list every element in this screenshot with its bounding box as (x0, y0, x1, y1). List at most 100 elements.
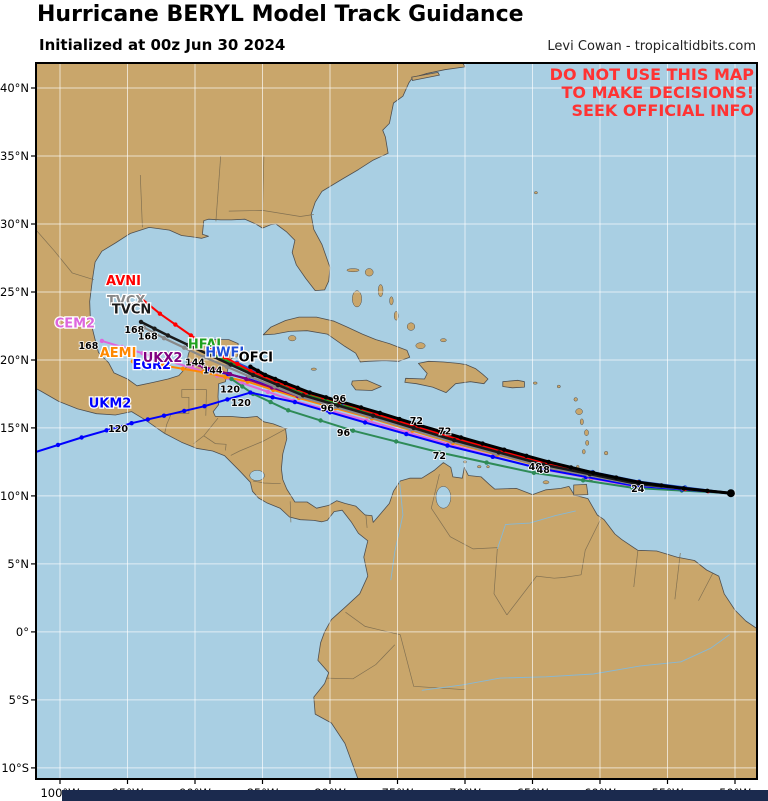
track-point (165, 333, 171, 338)
track-point (188, 333, 194, 338)
track-point (202, 404, 207, 409)
track-point (292, 399, 298, 405)
track-point (140, 351, 145, 356)
track-point (591, 470, 596, 475)
track-point (227, 372, 233, 377)
track-point (273, 376, 278, 382)
political-border (698, 573, 714, 601)
forecast-hour-label: 96 (321, 404, 335, 415)
track-point (411, 425, 416, 431)
warning-line-3: SEEK OFFICIAL INFO (571, 101, 754, 120)
island-st-martin (556, 384, 561, 389)
track-point (659, 483, 664, 488)
land-trinidad (573, 483, 589, 496)
lat-axis-label: 10°N (0, 489, 29, 503)
island-eleuthera (377, 284, 384, 297)
island-curacao (477, 465, 482, 469)
track-point (362, 420, 368, 425)
island-andros (352, 290, 362, 308)
track-point (265, 389, 271, 395)
storm-start-point (726, 489, 735, 498)
model-label-TVCX: TVCX (107, 294, 146, 309)
island-bonaire (486, 465, 490, 469)
track-point (397, 416, 402, 422)
track-point (161, 413, 167, 418)
track-point (152, 326, 157, 331)
model-label-CEM2: CEM2 (55, 316, 95, 331)
track-point (524, 453, 529, 458)
island-acklins (406, 322, 416, 331)
track-point (228, 362, 233, 367)
lat-axis-label: 0° (16, 625, 29, 639)
track-point (318, 418, 323, 423)
island-great-inagua (415, 342, 426, 349)
model-label-EGR2: EGR2 (132, 358, 171, 373)
political-border (580, 518, 602, 575)
forecast-hour-label: 72 (410, 416, 423, 427)
track-point (119, 344, 125, 350)
track-point (222, 355, 227, 360)
track-point (484, 460, 489, 465)
track-point (535, 465, 541, 471)
lat-axis-label: 10°S (1, 761, 29, 775)
track-point (295, 385, 300, 390)
island-cozumel (234, 351, 239, 358)
forecast-hour-label: 168 (124, 325, 144, 336)
track-point (104, 428, 109, 433)
track-point (160, 363, 165, 368)
island-cat-island (389, 296, 394, 306)
track-point (244, 376, 249, 382)
track-point (136, 293, 141, 299)
track-point (480, 441, 485, 446)
track-point (205, 344, 210, 349)
island-barbados (604, 451, 609, 456)
land-cuba (262, 316, 411, 363)
track-point (323, 395, 329, 400)
track-point (445, 443, 450, 448)
model-label-AEMI: AEMI (100, 346, 137, 361)
political-border (203, 435, 227, 451)
political-border (253, 480, 281, 485)
island-antigua (573, 397, 578, 402)
island-isla-juventud (288, 335, 297, 342)
track-point (437, 429, 443, 434)
track-point (270, 395, 275, 400)
track-point (146, 302, 152, 308)
track-point (452, 438, 457, 443)
track-point (173, 322, 178, 327)
track-point (165, 358, 170, 363)
track-point (190, 361, 195, 367)
track-point (358, 405, 364, 410)
track-point (490, 454, 495, 459)
track-point (240, 380, 245, 386)
track-point (235, 361, 240, 367)
lat-axis-label: 20°N (0, 353, 29, 367)
forecast-hour-label: 144 (203, 366, 223, 377)
river (390, 481, 404, 581)
warning-text: DO NOT USE THIS MAP TO MAKE DECISIONS! S… (550, 66, 754, 120)
track-point (79, 435, 84, 440)
political-border (399, 634, 466, 691)
political-border (164, 389, 207, 434)
track-point (200, 364, 206, 369)
track-point (404, 431, 409, 437)
track-point (275, 382, 281, 388)
political-border (36, 229, 94, 281)
track-point (145, 361, 150, 366)
model-label-AVNI: AVNI (106, 274, 141, 289)
forecast-hour-label: 72 (433, 451, 446, 462)
political-border (228, 210, 314, 217)
track-point (250, 372, 256, 378)
track-point (246, 374, 252, 379)
track-point (327, 410, 333, 415)
track-point (681, 486, 686, 491)
lake-nicaragua (249, 470, 265, 481)
track-point (335, 403, 341, 408)
track-point (206, 352, 211, 357)
island-bermuda (534, 191, 538, 195)
track-point (186, 342, 191, 348)
warning-line-1: DO NOT USE THIS MAP (549, 65, 754, 84)
track-point (224, 364, 229, 369)
track-point (300, 393, 306, 398)
